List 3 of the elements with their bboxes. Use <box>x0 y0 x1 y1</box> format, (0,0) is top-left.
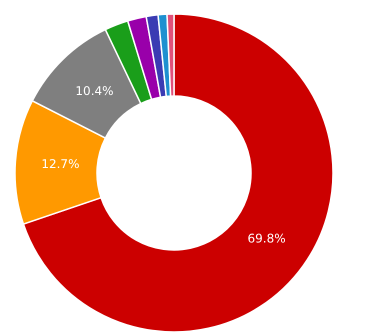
data-label: 10.4% <box>75 84 114 98</box>
data-label: 12.7% <box>41 157 80 172</box>
data-label: 69.8% <box>248 232 286 246</box>
